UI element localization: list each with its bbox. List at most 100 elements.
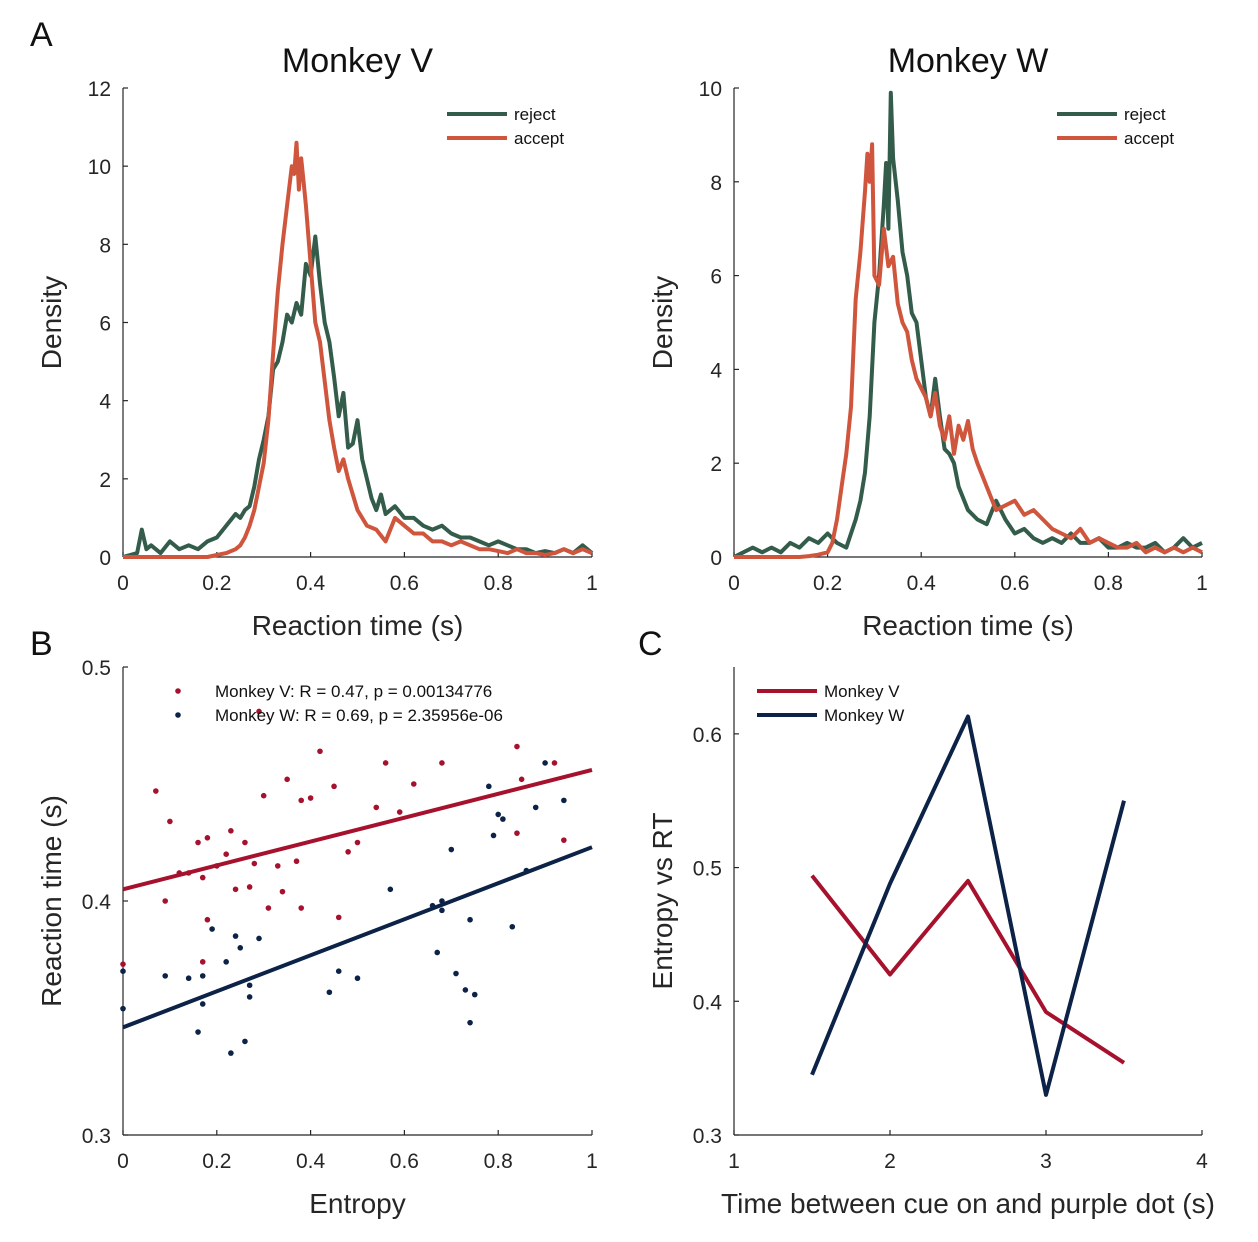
- legend-marker: [175, 712, 181, 718]
- scatter-point: [514, 743, 520, 750]
- scatter-point: [448, 846, 455, 853]
- scatter-point: [153, 788, 159, 794]
- series-line: [810, 714, 1126, 1097]
- scatter-point: [373, 804, 380, 811]
- x-tick-label: 0.8: [484, 1150, 513, 1173]
- x-tick-label: 0: [728, 572, 740, 595]
- scatter-point: [462, 987, 469, 993]
- scatter-point: [354, 839, 361, 846]
- scatter-point: [162, 973, 169, 979]
- scatter-point: [396, 809, 403, 815]
- x-tick-label: 1: [728, 1150, 740, 1173]
- scatter-point: [223, 959, 229, 965]
- scatter-point: [331, 783, 337, 790]
- scatter-point: [195, 1029, 201, 1035]
- scatter-point: [298, 797, 305, 804]
- y-tick-label: 0: [710, 547, 722, 570]
- chart-entropy_vs_rt_timing: 1 2 3 4 0.3 0.4 0.5 0.6 Time between cue on and …: [647, 667, 1215, 1219]
- x-tick-label: 3: [1040, 1150, 1052, 1173]
- x-axis-label: Reaction time (s): [252, 610, 464, 641]
- scatter-point: [293, 858, 300, 865]
- legend: reject accept: [447, 105, 564, 148]
- scatter-point: [204, 916, 211, 923]
- series-1: [734, 142, 1203, 559]
- x-tick-label: 0.6: [390, 572, 419, 595]
- y-axis-label: Density: [36, 276, 67, 369]
- scatter-point: [199, 1001, 206, 1007]
- chart-title: Monkey W: [888, 42, 1049, 80]
- y-tick-label: 4: [99, 391, 111, 414]
- series-line: [734, 142, 1203, 559]
- series-line: [122, 234, 594, 559]
- scatter-point: [232, 886, 239, 893]
- legend-entry-label: reject: [514, 105, 556, 124]
- y-tick-label: 2: [99, 469, 111, 492]
- y-tick-label: 0: [99, 547, 111, 570]
- scatter-point: [120, 1005, 126, 1012]
- scatter-point: [265, 905, 272, 911]
- scatter-point: [209, 926, 215, 932]
- scatter-point: [307, 795, 314, 801]
- series-line: [123, 140, 593, 559]
- x-axis-label: Entropy: [309, 1188, 406, 1219]
- scatter-point: [532, 804, 539, 811]
- x-tick-label: 0.6: [390, 1150, 419, 1173]
- y-tick-label: 6: [99, 313, 111, 336]
- series-1: [810, 714, 1126, 1097]
- scatter-point: [228, 1050, 234, 1056]
- legend: Monkey V: R = 0.47, p = 0.00134776 Monkey…: [175, 682, 503, 725]
- legend-entry-label: Monkey V: [824, 682, 900, 701]
- scatter-point: [542, 760, 548, 766]
- y-tick-label: 2: [710, 453, 722, 476]
- scatter-point: [162, 898, 169, 904]
- scatter-point: [256, 708, 262, 715]
- y-tick-label: 0.4: [693, 991, 723, 1014]
- scatter-point: [335, 914, 342, 921]
- scatter-point: [298, 905, 305, 911]
- scatter-point: [439, 907, 445, 914]
- scatter-point: [223, 851, 229, 857]
- series-1: [123, 140, 593, 559]
- scatter-point: [242, 1038, 248, 1045]
- y-tick-label: 4: [710, 359, 722, 382]
- scatter-point: [518, 776, 525, 783]
- y-tick-label: 0.5: [693, 858, 722, 881]
- x-tick-label: 2: [884, 1150, 896, 1173]
- legend: reject accept: [1057, 105, 1174, 148]
- scatter-point: [317, 748, 323, 755]
- series-1: [120, 760, 593, 1056]
- scatter-point: [410, 781, 417, 787]
- y-tick-label: 6: [710, 266, 722, 289]
- fit-line: [122, 845, 593, 1030]
- legend-entry-label: Monkey W: [824, 706, 904, 725]
- y-tick-label: 0.5: [82, 657, 111, 680]
- x-tick-label: 0.2: [813, 572, 842, 595]
- scatter-point: [467, 1019, 473, 1026]
- panel-letter-b: B: [30, 625, 53, 663]
- series-line: [810, 874, 1126, 1065]
- x-tick-label: 1: [586, 572, 598, 595]
- x-tick-label: 4: [1196, 1150, 1208, 1173]
- scatter-point: [471, 991, 478, 998]
- scatter-point: [382, 760, 389, 766]
- scatter-point: [345, 849, 351, 855]
- series-line: [733, 90, 1203, 559]
- y-tick-label: 10: [88, 156, 111, 179]
- scatter-point: [251, 860, 258, 867]
- scatter-point: [120, 968, 126, 974]
- scatter-point: [256, 935, 262, 942]
- scatter-point: [495, 811, 502, 818]
- scatter-point: [279, 888, 286, 895]
- chart-title: Monkey V: [282, 42, 433, 80]
- scatter-point: [354, 975, 361, 982]
- chart-entropy_rt_scatter: 0 0.2 0.4 0.6 0.8 1 0.3 0.4 0.5 Entropy Reaction t…: [36, 657, 598, 1219]
- x-tick-label: 0.6: [1000, 572, 1029, 595]
- scatter-point: [246, 884, 253, 890]
- series-0: [122, 234, 594, 559]
- y-tick-label: 0.3: [693, 1125, 722, 1148]
- scatter-point: [199, 959, 206, 965]
- x-axis-label: Time between cue on and purple dot (s): [721, 1188, 1215, 1219]
- x-tick-label: 0.4: [296, 1150, 326, 1173]
